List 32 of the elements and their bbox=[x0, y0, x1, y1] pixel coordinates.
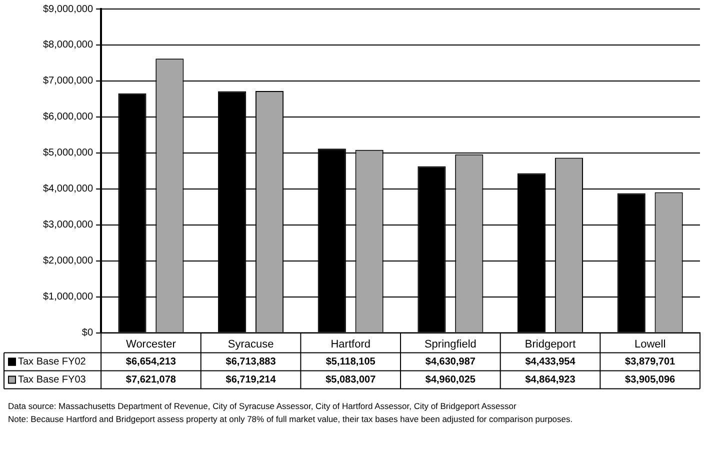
y-tick-label: $6,000,000 bbox=[42, 112, 94, 123]
data-label: $6,719,214 bbox=[226, 374, 276, 386]
y-tick-label: $0 bbox=[82, 328, 94, 339]
data-label: $5,083,007 bbox=[326, 374, 376, 386]
data-label: $6,713,883 bbox=[226, 356, 276, 368]
y-tick-label: $7,000,000 bbox=[42, 76, 94, 87]
data-label: $3,879,701 bbox=[625, 356, 676, 368]
y-tick-label: $5,000,000 bbox=[42, 148, 94, 159]
y-tick-label: $1,000,000 bbox=[42, 292, 94, 303]
source-note: Data source: Massachusetts Department of Revenue, City of Syracuse Assessor, City of Hartford Assessor, City of Bridgeport Assessor bbox=[8, 400, 518, 413]
y-tick-label: $4,000,000 bbox=[42, 184, 94, 195]
data-label: $4,433,954 bbox=[525, 356, 576, 368]
x-tick-label: Bridgeport bbox=[524, 338, 576, 350]
x-tick-label: Worcester bbox=[126, 338, 176, 350]
x-tick-label: Hartford bbox=[330, 338, 370, 350]
data-label: $5,118,105 bbox=[326, 356, 376, 368]
x-tick-label: Lowell bbox=[634, 338, 666, 350]
x-tick-label: Syracuse bbox=[228, 338, 274, 350]
legend-label: Tax Base FY03 bbox=[18, 374, 86, 386]
y-tick-label: $9,000,000 bbox=[42, 4, 94, 15]
data-label: $4,630,987 bbox=[425, 356, 476, 368]
y-tick-label: $3,000,000 bbox=[42, 220, 94, 231]
x-tick-label: Springfield bbox=[424, 338, 476, 350]
data-label: $4,864,923 bbox=[525, 374, 576, 386]
text: Note: Because Hartford and Bridgeport assess property at only 78% of full market value, their tax bases have been adjusted for comparison purposes. bbox=[8, 413, 574, 426]
y-tick-label: $8,000,000 bbox=[42, 40, 94, 51]
legend-label: Tax Base FY02 bbox=[18, 356, 86, 368]
data-label: $7,621,078 bbox=[126, 374, 176, 386]
data-label: $4,960,025 bbox=[425, 374, 476, 386]
data-label: $3,905,096 bbox=[625, 374, 676, 386]
y-tick-label: $2,000,000 bbox=[42, 256, 94, 267]
data-label: $6,654,213 bbox=[126, 356, 176, 368]
